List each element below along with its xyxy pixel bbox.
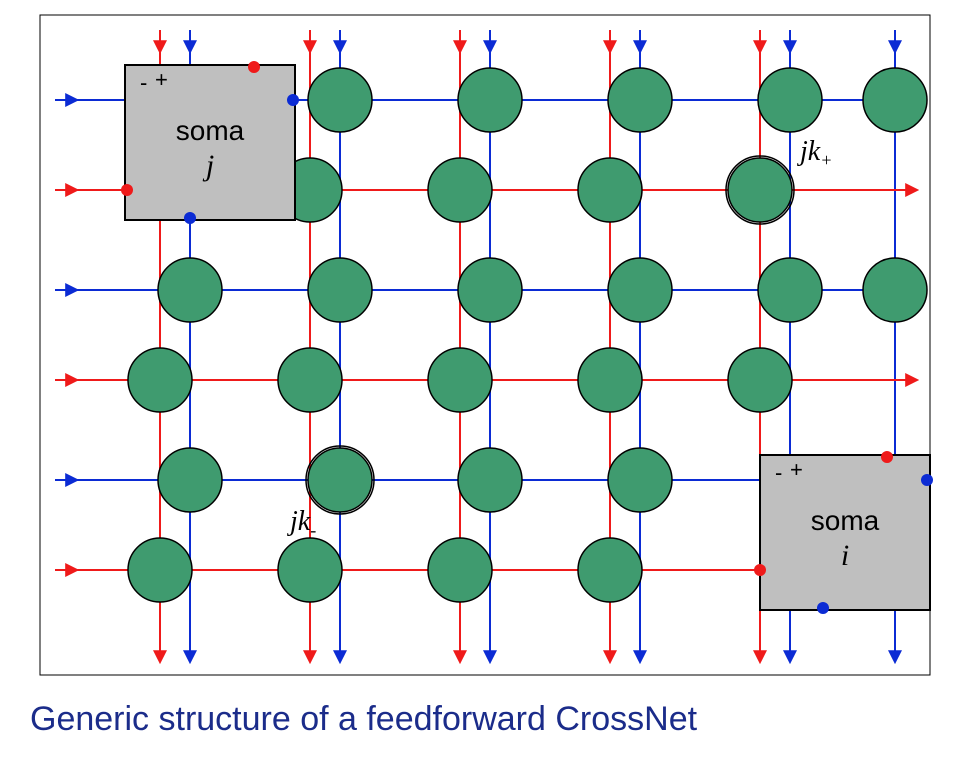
synapse-node: [863, 68, 927, 132]
soma-i: -+ somai: [760, 455, 930, 610]
synapse-node: [608, 258, 672, 322]
synapse-node: [308, 448, 372, 512]
soma-label: soma: [176, 115, 245, 146]
junction-dot: [754, 564, 766, 576]
junction-dot: [248, 61, 260, 73]
synapse-node: [608, 68, 672, 132]
synapse-node: [578, 348, 642, 412]
soma-minus-sign: -: [140, 70, 147, 95]
synapse-node: [863, 258, 927, 322]
soma-index: i: [841, 539, 849, 572]
synapse-node: [608, 448, 672, 512]
junction-dot: [881, 451, 893, 463]
synapse-node: [728, 158, 792, 222]
soma-minus-sign: -: [775, 460, 782, 485]
synapse-node: [158, 258, 222, 322]
jk-plus-label: jk+: [797, 136, 832, 170]
junction-dot: [817, 602, 829, 614]
synapse-node: [428, 348, 492, 412]
synapse-node: [158, 448, 222, 512]
synapse-node: [458, 258, 522, 322]
synapse-node: [758, 68, 822, 132]
soma-j: -+somaj: [125, 65, 295, 220]
synapse-node: [128, 538, 192, 602]
synapse-node: [728, 348, 792, 412]
junction-dot: [921, 474, 933, 486]
jk-minus-label: jk-: [287, 506, 316, 540]
synapse-node: [578, 538, 642, 602]
synapse-node: [128, 348, 192, 412]
crossnet-diagram: -+somaj-+somai jk+jk- Generic structure …: [0, 0, 968, 761]
synapse-node: [428, 158, 492, 222]
junction-dot: [184, 212, 196, 224]
synapse-node: [308, 258, 372, 322]
junction-dot: [121, 184, 133, 196]
synapse-node: [578, 158, 642, 222]
synapse-node: [458, 68, 522, 132]
junction-dot: [287, 94, 299, 106]
synapse-node: [308, 68, 372, 132]
diagram-caption: Generic structure of a feedforward Cross…: [30, 700, 698, 738]
soma-plus-sign: +: [790, 457, 803, 482]
synapse-node: [758, 258, 822, 322]
soma-plus-sign: +: [155, 67, 168, 92]
synapse-node: [278, 348, 342, 412]
synapse-node: [278, 538, 342, 602]
synapse-node: [458, 448, 522, 512]
soma-label: soma: [811, 505, 880, 536]
synapse-node: [428, 538, 492, 602]
